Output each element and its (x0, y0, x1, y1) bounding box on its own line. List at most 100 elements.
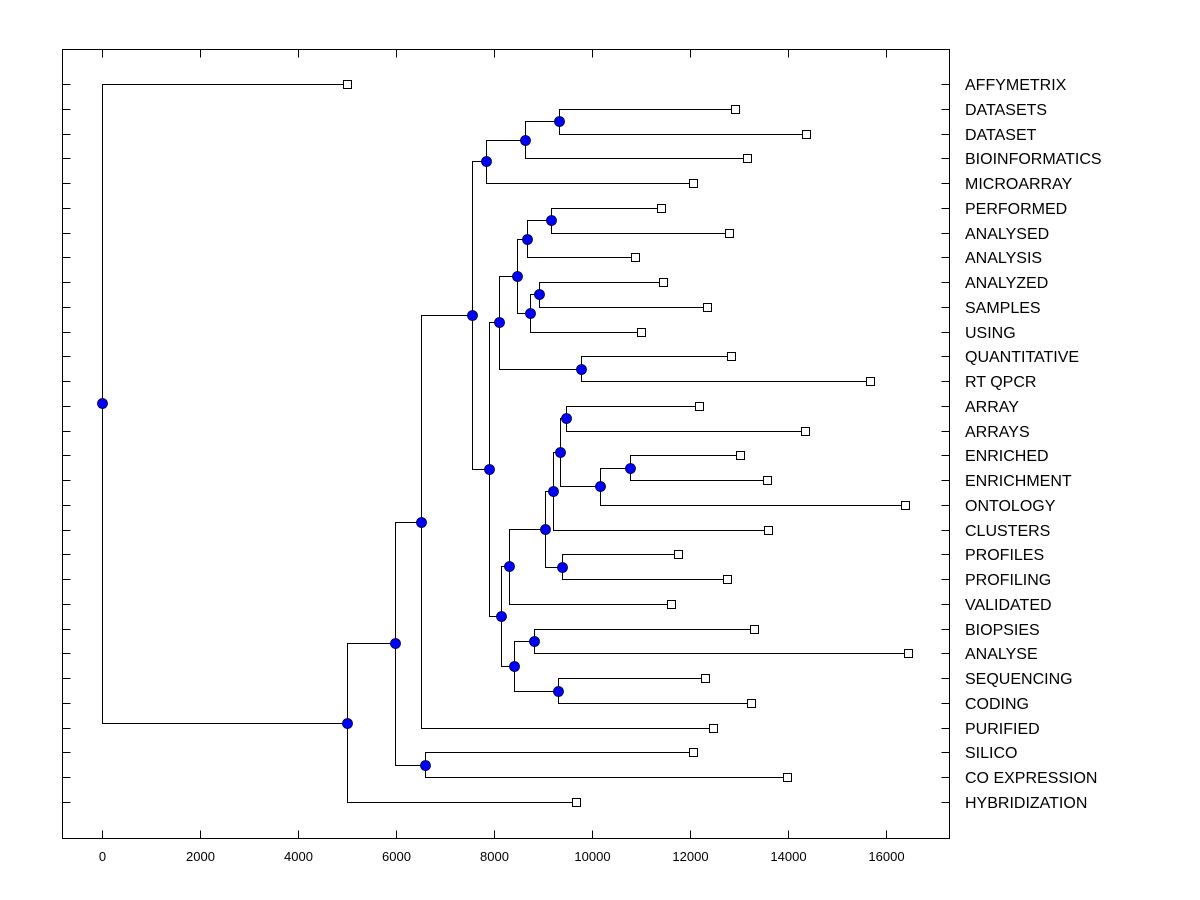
leaf-marker (736, 451, 745, 460)
leaf-label: CO EXPRESSION (965, 770, 1097, 787)
branch-link (553, 491, 769, 531)
branch-link (472, 315, 490, 470)
leaf-marker (695, 402, 704, 411)
branch-link (545, 491, 554, 530)
leaf-label: BIOINFORMATICS (965, 151, 1102, 168)
x-tick-label: 8000 (480, 849, 509, 864)
leaf-label: CLUSTERS (965, 523, 1050, 540)
leaf-label: SAMPLES (965, 300, 1041, 317)
branch-link (558, 678, 706, 692)
merge-node (494, 317, 505, 328)
leaf-label: CODING (965, 696, 1029, 713)
branch-link (525, 140, 748, 159)
merge-node (420, 760, 431, 771)
x-tick-label: 10000 (574, 849, 610, 864)
branch-link (347, 643, 396, 724)
branch-link (562, 554, 679, 568)
leaf-label: USING (965, 325, 1016, 342)
merge-node (496, 611, 507, 622)
branch-link (102, 403, 348, 724)
merge-nodes (97, 116, 636, 771)
branch-link (486, 161, 694, 184)
branch-link (630, 455, 741, 469)
branch-link (489, 322, 500, 470)
leaf-label: ONTOLOGY (965, 498, 1056, 515)
leaf-marker (631, 253, 640, 262)
leaf-marker (743, 154, 752, 163)
merge-node (481, 156, 492, 167)
x-tick-label: 0 (99, 849, 106, 864)
branch-link (630, 468, 768, 481)
leaf-marker (750, 625, 759, 634)
leaf-label: ANALYSED (965, 226, 1049, 243)
leaf-marker (727, 352, 736, 361)
branch-link (527, 220, 552, 240)
leaf-label: MICROARRAY (965, 176, 1073, 193)
merge-node (416, 517, 427, 528)
branch-link (425, 752, 694, 766)
branch-link (517, 276, 531, 314)
leaf-label: ARRAY (965, 399, 1019, 416)
branch-link (581, 369, 871, 382)
branch-link (559, 121, 807, 135)
merge-node (97, 398, 108, 409)
branch-link (421, 315, 473, 523)
branch-link (395, 522, 422, 644)
merge-node (484, 464, 495, 475)
leaf-marker (667, 600, 676, 609)
merge-node (504, 561, 515, 572)
branch-link (530, 313, 642, 333)
branch-link (501, 616, 515, 667)
x-tick-label: 16000 (868, 849, 904, 864)
branch-link (534, 629, 755, 642)
merge-node (555, 447, 566, 458)
merge-node (546, 215, 557, 226)
leaf-label: ENRICHED (965, 448, 1049, 465)
branch-link (489, 469, 502, 617)
merge-node (512, 271, 523, 282)
branch-link (566, 418, 806, 432)
merge-node (554, 116, 565, 127)
leaf-label: ANALYSE (965, 646, 1038, 663)
branch-link (600, 468, 631, 487)
leaf-marker (709, 724, 718, 733)
branch-link (486, 140, 526, 162)
x-tick-label: 14000 (770, 849, 806, 864)
merge-node (520, 135, 531, 146)
leaf-label: BIOPSIES (965, 622, 1040, 639)
leaf-marker (657, 204, 666, 213)
branch-link (551, 220, 730, 234)
branch-link (600, 486, 906, 506)
leaf-marker (701, 674, 710, 683)
branch-link (581, 356, 732, 370)
branch-link (559, 109, 736, 122)
leaf-label: ENRICHMENT (965, 473, 1072, 490)
leaf-label: QUANTITATIVE (965, 349, 1079, 366)
merge-node (576, 364, 587, 375)
leaf-marker (637, 328, 646, 337)
merge-node (548, 486, 559, 497)
branch-link (514, 641, 535, 667)
leaf-marker (747, 699, 756, 708)
merge-node (595, 481, 606, 492)
merge-node (534, 289, 545, 300)
leaf-marker (659, 278, 668, 287)
branch-link (499, 322, 582, 370)
leaf-marker (725, 229, 734, 238)
merge-node (540, 524, 551, 535)
x-tick-label: 2000 (186, 849, 215, 864)
plot-frame (62, 49, 950, 839)
merge-node (390, 638, 401, 649)
merge-node (522, 234, 533, 245)
branch-link (558, 691, 752, 704)
branch-link (560, 452, 601, 487)
leaf-label: ANALYZED (965, 275, 1048, 292)
leaf-label: HYBRIDIZATION (965, 795, 1087, 812)
branch-link (102, 84, 348, 404)
leaf-label: SEQUENCING (965, 671, 1073, 688)
branch-link (566, 406, 700, 419)
branch-link (539, 294, 708, 308)
leaf-marker (731, 105, 740, 114)
x-tick-label: 12000 (672, 849, 708, 864)
leaf-label: RT QPCR (965, 374, 1036, 391)
